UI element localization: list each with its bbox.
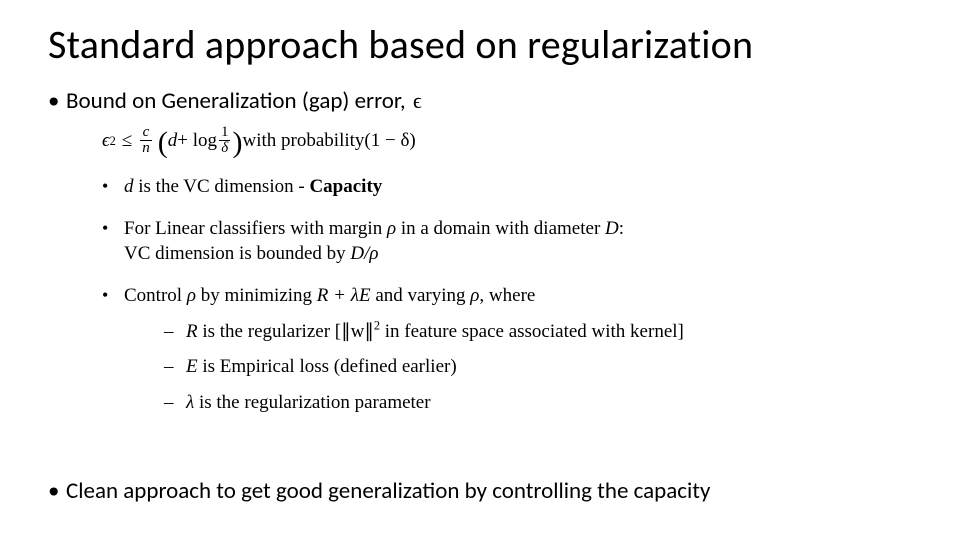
subitem-lambda: – λ is the regularization parameter — [164, 390, 912, 416]
ratio-D-rho: D/ρ — [350, 243, 378, 264]
bullet-disc-icon: • — [102, 216, 124, 241]
bullet-disc-icon: • — [102, 174, 124, 199]
fraction-1-over-delta: 1 δ — [219, 125, 231, 156]
ineq-rel: ≤ — [122, 128, 132, 154]
ctrl-b: by minimizing — [196, 285, 317, 306]
rho-1: ρ — [387, 218, 396, 239]
reg-expr: R + λE — [317, 285, 371, 306]
var-R: R — [186, 321, 198, 342]
with-probability-text: with probability — [243, 128, 365, 154]
item-vc-dimension: • d is the VC dimension - Capacity — [102, 174, 912, 200]
dash-icon: – — [164, 390, 186, 416]
close-paren: ) — [233, 131, 243, 155]
capacity-label: Capacity — [309, 176, 382, 197]
conclusion-text: Clean approach to get good generalizatio… — [66, 477, 710, 505]
ineq-lhs-base: ϵ — [102, 128, 110, 154]
var-D: D — [605, 218, 619, 239]
probability-value: (1 − δ) — [364, 128, 415, 154]
bullet-generalization-bound: • Bound on Generalization (gap) error, ϵ — [48, 87, 912, 115]
lin-text-a: For Linear classifiers with margin — [124, 218, 387, 239]
dash-icon: – — [164, 354, 186, 380]
open-paren: ( — [158, 131, 168, 155]
slide-title: Standard approach based on regularizatio… — [48, 20, 912, 69]
ctrl-a: Control — [124, 285, 187, 306]
plus-log: + log — [177, 128, 217, 154]
frac2-den: δ — [219, 140, 230, 156]
frac1-num: c — [141, 125, 152, 140]
ctrl-c: and varying — [371, 285, 471, 306]
bullet1-text: Bound on Generalization (gap) error, — [66, 87, 406, 115]
frac1-den: n — [140, 140, 152, 156]
var-lambda: λ — [186, 392, 194, 413]
lin-text-2a: VC dimension is bounded by — [124, 243, 350, 264]
dash-icon: – — [164, 319, 186, 345]
fraction-c-over-n: c n — [140, 125, 152, 156]
term-d: d — [168, 128, 178, 154]
frac2-num: 1 — [219, 125, 231, 140]
bullet-disc-icon: • — [102, 283, 124, 308]
sub-list: – R is the regularizer [∥w∥2 in feature … — [164, 319, 912, 416]
R-text-b: in feature space associated with kernel] — [380, 321, 684, 342]
bullet-dot-icon: • — [48, 87, 66, 115]
var-d: d — [124, 176, 134, 197]
lambda-text: is the regularization parameter — [194, 392, 430, 413]
subitem-E: – E is Empirical loss (defined earlier) — [164, 354, 912, 380]
ctrl-d: , where — [479, 285, 535, 306]
slide-root: Standard approach based on regularizatio… — [0, 0, 960, 540]
R-text-a: is the regularizer [ — [198, 321, 341, 342]
item-linear-classifiers: • For Linear classifiers with margin ρ i… — [102, 216, 912, 267]
epsilon-symbol: ϵ — [413, 88, 422, 113]
lin-text-b: in a domain with diameter — [396, 218, 605, 239]
vc-text: is the VC dimension - — [134, 176, 310, 197]
bullet-conclusion: • Clean approach to get good generalizat… — [48, 477, 912, 505]
inequality-expression: ϵ2 ≤ c n ( d + log 1 δ ) with probabilit… — [102, 125, 912, 156]
math-bullet-list: • d is the VC dimension - Capacity • For… — [102, 174, 912, 425]
item-control-rho: • Control ρ by minimizing R + λE and var… — [102, 283, 912, 426]
var-E: E — [186, 356, 198, 377]
E-text: is Empirical loss (defined earlier) — [198, 356, 457, 377]
bullet-dot-icon: • — [48, 477, 66, 505]
norm-w: ∥w∥ — [341, 321, 374, 342]
colon: : — [619, 218, 624, 239]
subitem-R: – R is the regularizer [∥w∥2 in feature … — [164, 319, 912, 345]
rho-2: ρ — [187, 285, 196, 306]
